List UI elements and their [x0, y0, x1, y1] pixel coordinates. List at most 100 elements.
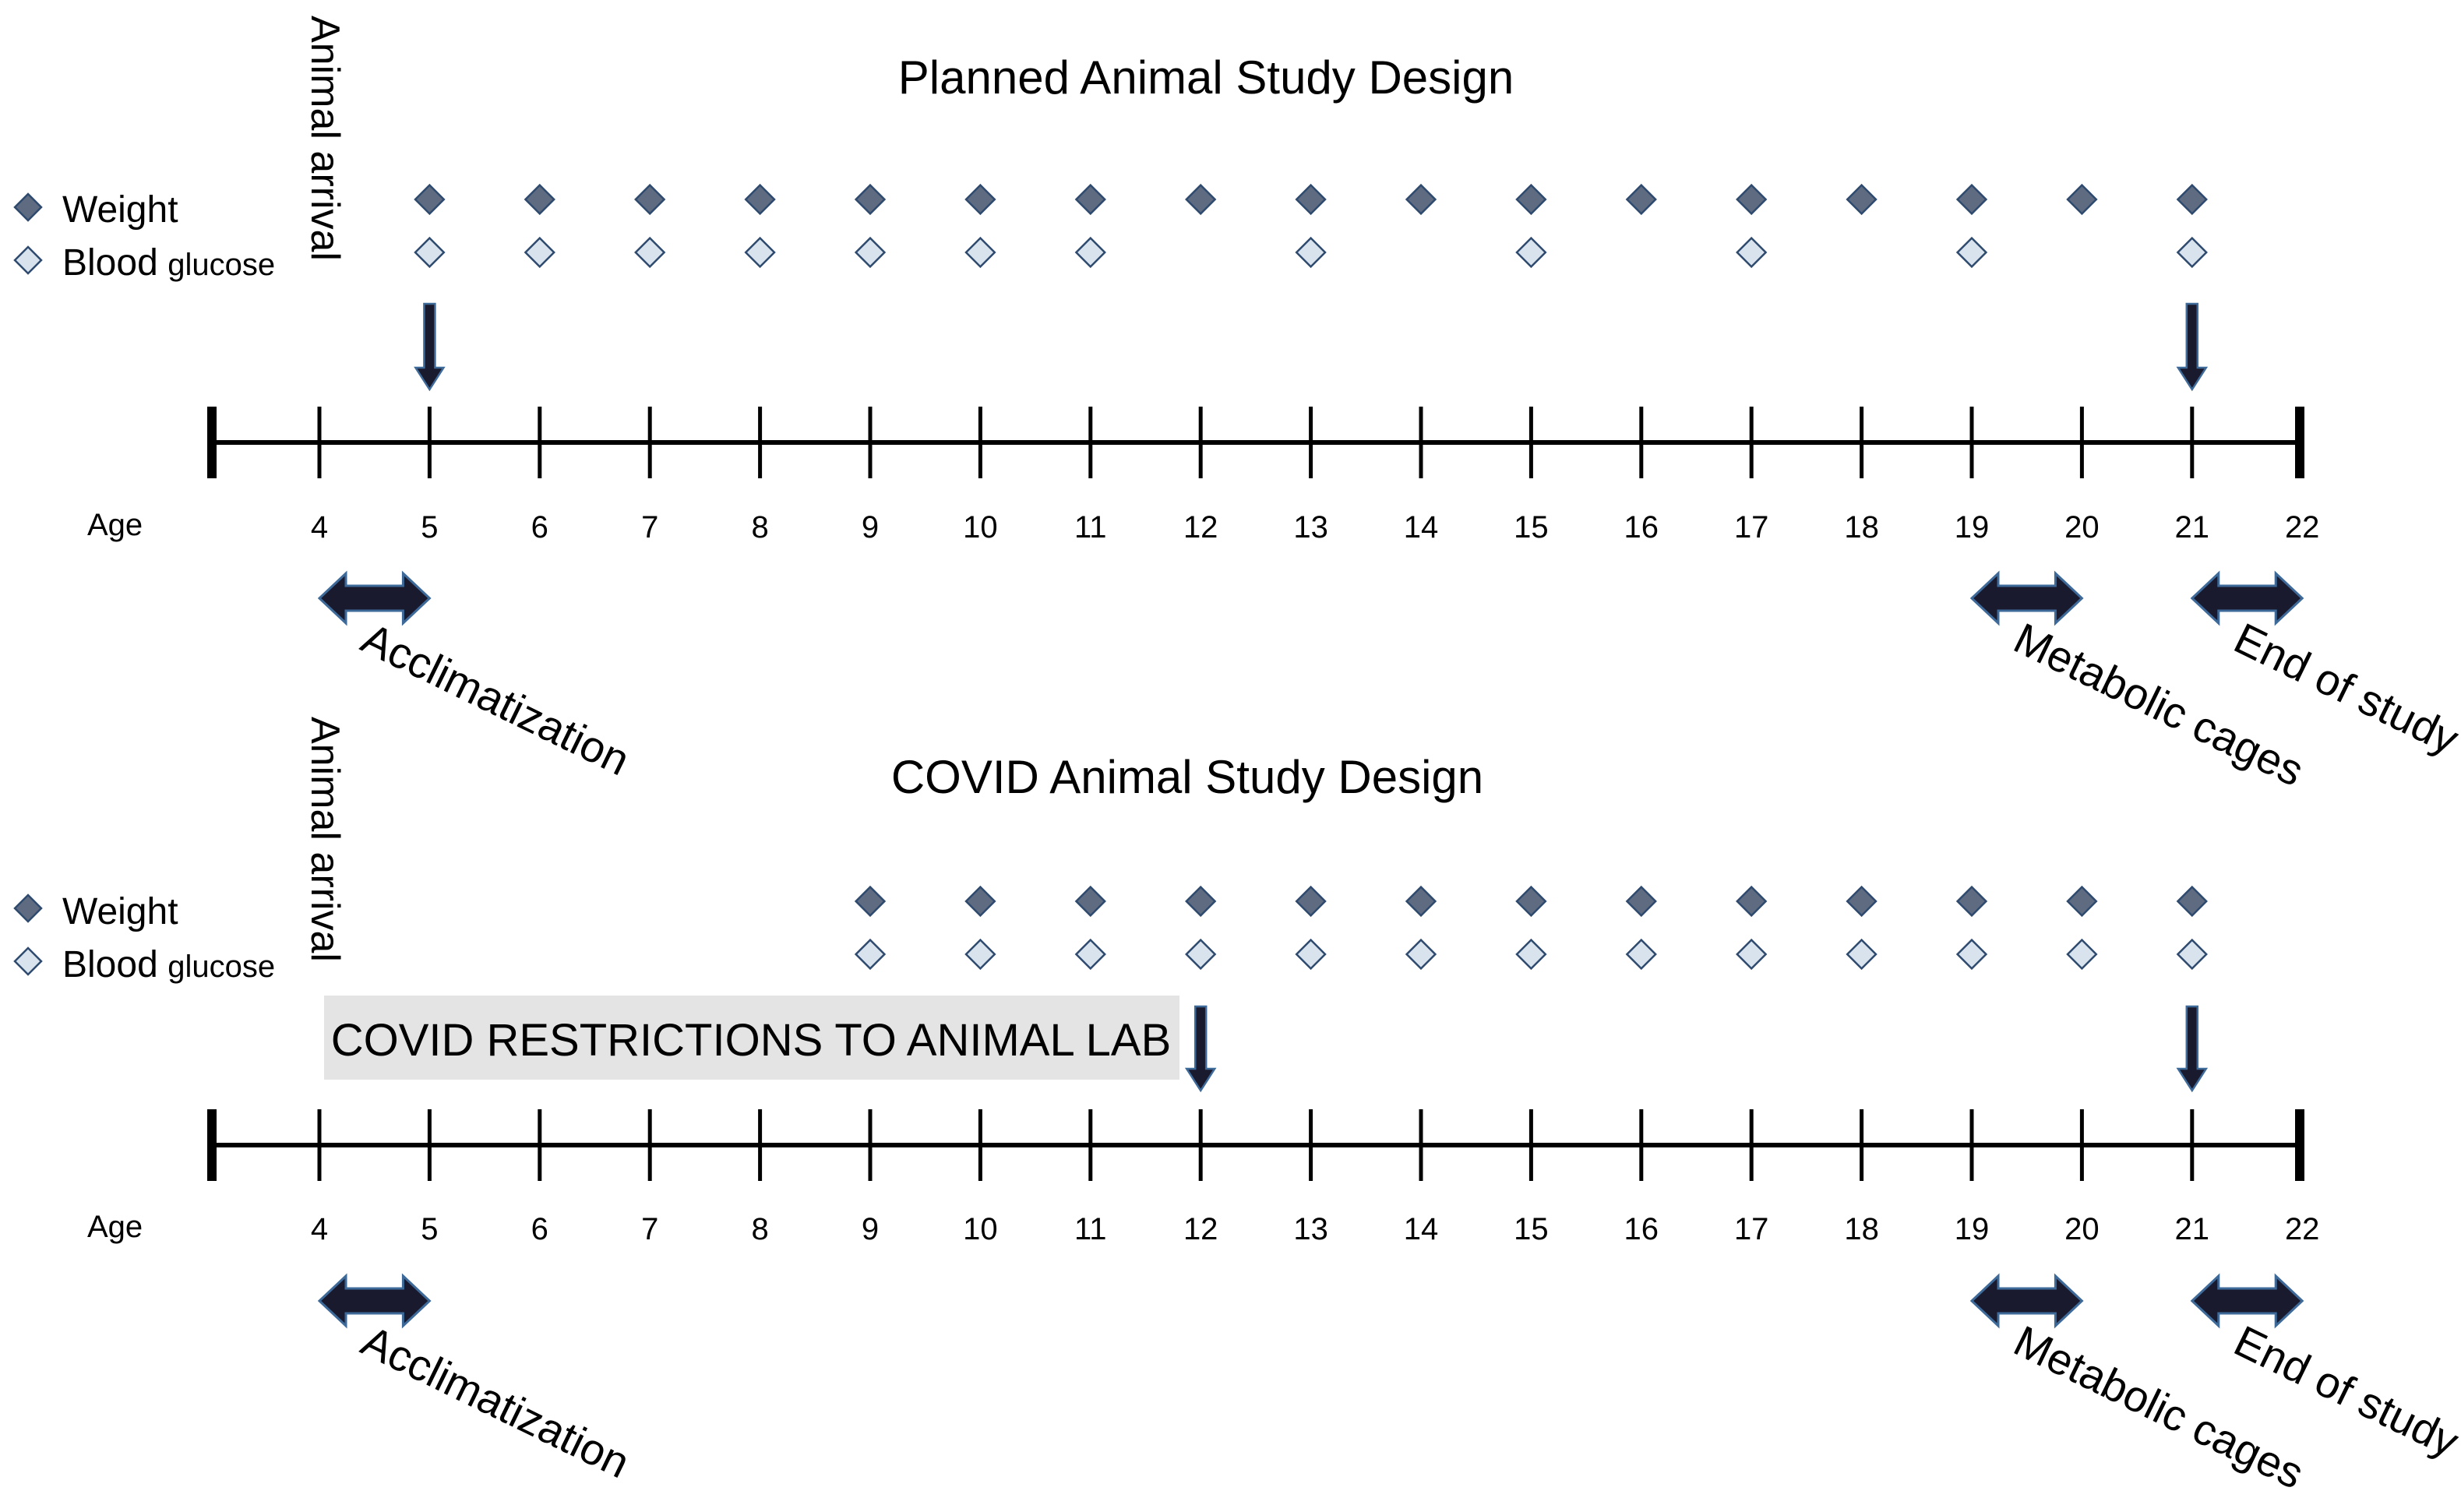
- weight-marker: [964, 885, 996, 918]
- weight-marker: [2176, 885, 2208, 918]
- period-label: Acclimatization: [354, 1316, 637, 1487]
- glucose-marker: [744, 236, 776, 269]
- glucose-marker: [1846, 938, 1877, 971]
- weight-marker: [2066, 183, 2098, 216]
- glucose-marker: [2176, 938, 2208, 971]
- axis-tick-label: 21: [2175, 1212, 2210, 1246]
- animal-arrival-label: Animal arrival: [302, 16, 347, 261]
- axis-tick-label: 8: [751, 1212, 768, 1246]
- weight-marker: [1736, 183, 1768, 216]
- period-double-arrow: [1969, 1273, 2084, 1329]
- age-label: Age: [87, 1210, 143, 1244]
- axis-tick-label: 19: [1955, 510, 1990, 545]
- weight-marker: [2176, 183, 2208, 216]
- axis-tick-label: 9: [862, 1212, 879, 1246]
- axis-tick-label: 22: [2285, 1212, 2320, 1246]
- axis-tick-label: 16: [1624, 1212, 1659, 1246]
- weight-markers: [854, 885, 2208, 918]
- glucose-markers: [414, 236, 2208, 269]
- age-label: Age: [87, 508, 143, 542]
- weight-marker: [524, 183, 555, 216]
- timeline-axis: 4 5 6 7 8 9 10 11 12 13 14 15 16 17 18 19 20 21 22: [207, 407, 2320, 545]
- glucose-marker: [854, 236, 887, 269]
- period-double-arrow: [317, 570, 432, 626]
- weight-marker: [744, 183, 776, 216]
- glucose-marker: [1515, 236, 1547, 269]
- weight-legend-icon: [13, 893, 43, 923]
- weight-marker: [1625, 183, 1657, 216]
- panel-covid: COVID Animal Study Design Animal arrival…: [13, 717, 2461, 1498]
- glucose-marker: [1515, 938, 1547, 971]
- panel-planned: Planned Animal Study Design Animal arriv…: [13, 16, 2461, 795]
- axis-tick-label: 17: [1734, 1212, 1769, 1246]
- down-arrow: [2176, 1005, 2209, 1093]
- weight-marker: [2066, 885, 2098, 918]
- axis-tick-label: 5: [421, 510, 438, 545]
- glucose-marker: [524, 236, 555, 269]
- glucose-marker: [964, 236, 996, 269]
- axis-tick-label: 14: [1404, 1212, 1439, 1246]
- glucose-marker: [414, 236, 446, 269]
- axis-tick-label: 8: [751, 510, 768, 545]
- glucose-legend-icon: [13, 946, 43, 976]
- axis-tick-label: 18: [1844, 510, 1879, 545]
- glucose-legend-label: Blood glucose: [62, 242, 275, 284]
- weight-marker: [854, 885, 887, 918]
- axis-tick-label: 16: [1624, 510, 1659, 545]
- axis-tick-label: 14: [1404, 510, 1439, 545]
- axis-tick-label: 10: [963, 510, 998, 545]
- glucose-marker: [1185, 938, 1217, 971]
- axis-tick-label: 11: [1074, 510, 1107, 545]
- period-double-arrow: [1969, 570, 2084, 626]
- weight-marker: [1846, 183, 1877, 216]
- weight-marker: [1846, 885, 1877, 918]
- axis-tick-label: 4: [311, 510, 328, 545]
- period-double-arrow: [317, 1273, 432, 1329]
- covid-restrictions-background: [324, 996, 1179, 1080]
- weight-marker: [1955, 885, 1988, 918]
- down-arrow: [414, 302, 446, 392]
- legend: Weight Blood glucose: [13, 189, 275, 284]
- weight-marker: [1515, 885, 1547, 918]
- weight-marker: [964, 183, 996, 216]
- axis-tick-label: 12: [1183, 1212, 1218, 1246]
- animal-arrival-label: Animal arrival: [302, 717, 347, 962]
- axis-tick-label: 6: [531, 1212, 548, 1246]
- glucose-marker: [634, 236, 666, 269]
- weight-legend-label: Weight: [62, 891, 178, 932]
- glucose-marker: [1405, 938, 1437, 971]
- down-arrow: [2176, 302, 2209, 392]
- weight-marker: [1955, 183, 1988, 216]
- axis-tick-label: 7: [641, 1212, 658, 1246]
- glucose-marker: [2066, 938, 2098, 971]
- weight-marker: [1074, 183, 1106, 216]
- weight-marker: [1405, 885, 1437, 918]
- axis-ticks: 4 5 6 7 8 9 10 11 12 13 14 15 16 17 18 19 20 21 22: [311, 407, 2320, 545]
- glucose-marker: [1736, 938, 1768, 971]
- axis-tick-label: 13: [1293, 510, 1328, 545]
- axis-ticks: 4 5 6 7 8 9 10 11 12 13 14 15 16 17 18 19 20 21 22: [311, 1109, 2320, 1246]
- glucose-legend-label: Blood glucose: [62, 944, 275, 985]
- weight-marker: [854, 183, 887, 216]
- axis-tick-label: 15: [1514, 510, 1549, 545]
- axis-tick-label: 22: [2285, 510, 2320, 545]
- period-double-arrow: [2190, 1273, 2304, 1329]
- legend: Weight Blood glucose: [13, 891, 275, 985]
- weight-marker: [1074, 885, 1106, 918]
- covid-restrictions-label: COVID RESTRICTIONS TO ANIMAL LAB: [331, 1015, 1172, 1066]
- axis-tick-label: 17: [1734, 510, 1769, 545]
- glucose-marker: [1074, 236, 1106, 269]
- axis-tick-label: 9: [862, 510, 879, 545]
- axis-tick-label: 10: [963, 1212, 998, 1246]
- panel-title: COVID Animal Study Design: [891, 751, 1483, 803]
- weight-marker: [1295, 183, 1327, 216]
- down-arrows: [1184, 1005, 2209, 1093]
- axis-tick-label: 12: [1183, 510, 1218, 545]
- down-arrow: [1184, 1005, 1217, 1093]
- glucose-marker: [1295, 938, 1327, 971]
- glucose-marker: [1955, 938, 1988, 971]
- covid-restrictions-box: COVID RESTRICTIONS TO ANIMAL LAB: [324, 996, 1179, 1080]
- glucose-marker: [964, 938, 996, 971]
- axis-tick-label: 20: [2064, 510, 2100, 545]
